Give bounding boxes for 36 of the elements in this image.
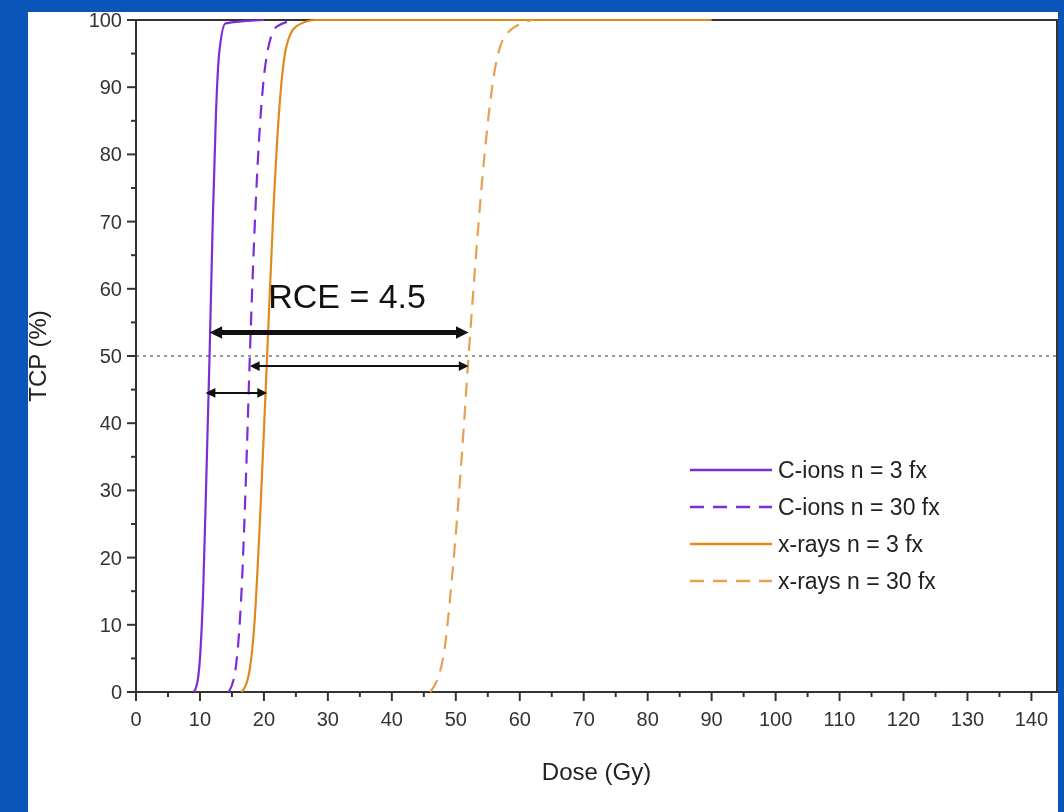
- x-tick-label: 100: [758, 708, 793, 730]
- y-tick-label: 10: [99, 613, 122, 636]
- y-tick-label: 50: [99, 345, 122, 367]
- x-tick-label: 60: [508, 708, 531, 730]
- legend-label: C-ions n = 30 fx: [778, 494, 941, 520]
- x-tick-label: 40: [380, 708, 403, 730]
- y-tick-label: 40: [99, 412, 122, 435]
- x-tick-label: 140: [1014, 708, 1049, 730]
- x-tick-label: 50: [444, 708, 467, 730]
- x-tick-label: 70: [572, 708, 595, 730]
- x-tick-label: 120: [886, 708, 921, 730]
- line-series: [429, 18, 534, 694]
- x-tick-label: 110: [823, 708, 856, 730]
- annotation: RCE = 4.5: [268, 276, 426, 315]
- line-series: [240, 18, 713, 694]
- y-tick-label: 90: [99, 76, 122, 99]
- y-tick-label: 0: [110, 681, 122, 703]
- x-tick-label: 0: [130, 708, 142, 730]
- y-axis-title: TCP (%): [24, 310, 51, 402]
- x-tick-label: 80: [636, 708, 659, 730]
- y-tick-label: 30: [99, 479, 122, 502]
- x-tick-label: 20: [252, 708, 276, 730]
- legend-label: C-ions n = 3 fx: [778, 457, 928, 483]
- y-tick-label: 100: [88, 9, 122, 31]
- x-tick-label: 90: [700, 708, 723, 730]
- legend-label: x-rays n = 30 fx: [778, 568, 937, 594]
- y-tick-label: 20: [99, 546, 122, 569]
- y-tick-label: 80: [99, 143, 122, 166]
- y-tick-label: 70: [99, 210, 122, 233]
- legend-label: x-rays n = 3 fx: [778, 531, 924, 557]
- x-tick-label: 30: [316, 708, 339, 730]
- x-axis-title: Dose (Gy): [541, 758, 652, 785]
- x-tick-label: 10: [188, 708, 212, 730]
- x-tick-label: 130: [950, 708, 985, 730]
- y-tick-label: 60: [99, 277, 122, 300]
- line-series: [192, 18, 266, 694]
